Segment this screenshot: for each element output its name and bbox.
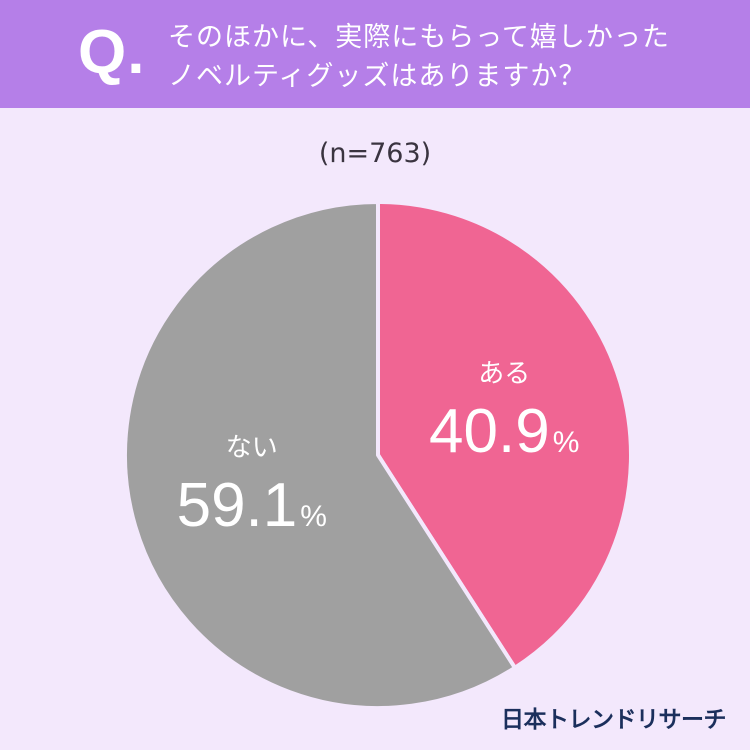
sample-size-label: (n=763): [318, 138, 432, 169]
brand-logo-text: 日本トレンドリサーチ: [501, 707, 727, 733]
question-mark: Q.: [78, 18, 146, 87]
slice-value-label: 40.9%: [429, 397, 579, 466]
question-text: そのほかに、実際にもらって嬉しかった ノベルティグッズはありますか？: [168, 18, 670, 96]
slice-category-label: ある: [478, 359, 530, 389]
slice-category-label: ない: [226, 433, 278, 463]
question-header: Q. そのほかに、実際にもらって嬉しかった ノベルティグッズはありますか？: [0, 0, 750, 108]
slice-value-label: 59.1%: [177, 471, 327, 540]
question-line-2: ノベルティグッズはありますか？: [168, 61, 587, 92]
question-line-1: そのほかに、実際にもらって嬉しかった: [168, 22, 670, 53]
pie-slice-no: [123, 200, 517, 710]
